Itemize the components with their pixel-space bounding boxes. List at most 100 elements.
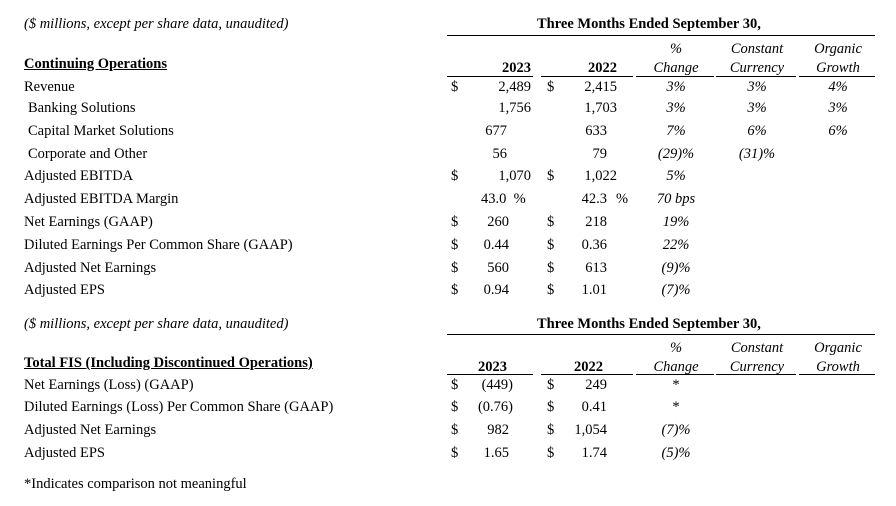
dollar-sign: $ (547, 399, 555, 415)
units-note: ($ millions, except per share data, unau… (24, 316, 289, 332)
col-rule-2022 (541, 374, 633, 375)
dollar-sign: $ (451, 260, 459, 276)
constant-currency: (31)% (738, 146, 776, 162)
row-label: Net Earnings (GAAP) (24, 214, 153, 230)
dollar-sign: $ (547, 237, 555, 253)
dollar-sign: $ (547, 260, 555, 276)
dollar-sign: $ (547, 214, 555, 230)
header-rule (447, 35, 875, 36)
value-2023: 43.0 % (481, 191, 526, 207)
units-note: ($ millions, except per share data, unau… (24, 16, 289, 32)
pct-change: (9)% (661, 260, 691, 276)
value-2023: 0.94 (483, 282, 509, 298)
constant-currency-header-line2: Currency (729, 60, 785, 76)
organic-growth-header-line2: Growth (816, 359, 860, 375)
dollar-sign: $ (451, 422, 459, 438)
value-2023: 677 (485, 123, 507, 139)
value-2023: 0.44 (483, 237, 509, 253)
dollar-sign: $ (547, 282, 555, 298)
row-label: Net Earnings (Loss) (GAAP) (24, 377, 194, 393)
value-2022: 613 (585, 260, 607, 276)
value-2022: 1,022 (584, 168, 617, 184)
row-label: Adjusted EBITDA Margin (24, 191, 179, 207)
pct-change-header-line1: % (669, 340, 683, 356)
constant-currency-header-line1: Constant (730, 340, 784, 356)
row-label: Banking Solutions (28, 100, 136, 116)
pct-change: 3% (666, 100, 686, 116)
organic-growth: 3% (828, 100, 848, 116)
pct-change: 5% (666, 168, 686, 184)
value-2023: 56 (492, 146, 508, 162)
dollar-sign: $ (451, 237, 459, 253)
value-2022: 42.3 (581, 191, 607, 207)
value-2022: 218 (585, 214, 607, 230)
value-2023: 1,756 (498, 100, 531, 116)
value-2022: 1,054 (574, 422, 607, 438)
period-header: Three Months Ended September 30, (537, 316, 761, 332)
col-rule-change (636, 374, 714, 375)
pct-change-header-line2: Change (653, 60, 699, 76)
value-2023: 1.65 (483, 445, 509, 461)
row-label: Diluted Earnings Per Common Share (GAAP) (24, 237, 293, 253)
dollar-sign: $ (451, 79, 459, 95)
value-2022: 2,415 (584, 79, 617, 95)
pct-change: 3% (666, 79, 686, 95)
row-label: Adjusted EPS (24, 282, 105, 298)
row-label: Corporate and Other (28, 146, 148, 162)
section-title: Continuing Operations (24, 56, 168, 72)
constant-currency-header-line2: Currency (729, 359, 785, 375)
pct-change: * (672, 399, 680, 415)
organic-growth-header-line1: Organic (814, 340, 862, 356)
value-2023: (449) (481, 377, 513, 393)
header-rule (447, 334, 875, 335)
row-label: Capital Market Solutions (28, 123, 174, 139)
footnote: *Indicates comparison not meaningful (24, 476, 247, 492)
section-title: Total FIS (Including Discontinued Operat… (24, 355, 313, 371)
constant-currency: 3% (747, 79, 767, 95)
row-label: Adjusted EBITDA (24, 168, 134, 184)
dollar-sign: $ (547, 168, 555, 184)
pct-change: 19% (662, 214, 690, 230)
value-2022: 1,703 (584, 100, 617, 116)
value-2022: 79 (592, 146, 608, 162)
col-rule-2023 (447, 374, 533, 375)
col-rule-2023 (447, 76, 533, 77)
value-2022: 0.36 (581, 237, 607, 253)
dollar-sign: $ (451, 282, 459, 298)
value-2023: (0.76) (477, 399, 513, 415)
value-2023: 982 (487, 422, 509, 438)
pct-change: 22% (662, 237, 690, 253)
constant-currency: 3% (747, 100, 767, 116)
row-label: Adjusted Net Earnings (24, 422, 157, 438)
dollar-sign: $ (547, 445, 555, 461)
value-2022: 249 (585, 377, 607, 393)
pct-change: 70 bps (656, 191, 696, 207)
year-2023-header: 2023 (502, 60, 531, 76)
col-rule-2022 (541, 76, 633, 77)
dollar-sign: $ (451, 445, 459, 461)
row-label: Adjusted Net Earnings (24, 260, 157, 276)
value-2022: 1.74 (581, 445, 607, 461)
dollar-sign: $ (451, 214, 459, 230)
value-2023: 560 (487, 260, 509, 276)
pct-change-header-line1: % (669, 41, 683, 57)
value-2023: 260 (487, 214, 509, 230)
col-rule-growth (799, 374, 875, 375)
col-rule-currency (716, 374, 796, 375)
row-label: Diluted Earnings (Loss) Per Common Share… (24, 399, 334, 415)
constant-currency-header-line1: Constant (730, 41, 784, 57)
col-rule-currency (716, 76, 796, 77)
dollar-sign: $ (547, 422, 555, 438)
year-2022-header: 2022 (574, 359, 603, 375)
organic-growth-header-line2: Growth (816, 60, 860, 76)
dollar-sign: $ (547, 79, 555, 95)
percent-sign: % (616, 191, 629, 207)
dollar-sign: $ (451, 168, 459, 184)
value-2022: 633 (585, 123, 607, 139)
pct-change: (7)% (661, 282, 691, 298)
organic-growth: 6% (828, 123, 848, 139)
pct-change: (7)% (661, 422, 691, 438)
value-2022: 1.01 (581, 282, 607, 298)
value-2022: 0.41 (581, 399, 607, 415)
pct-change: * (672, 377, 680, 393)
